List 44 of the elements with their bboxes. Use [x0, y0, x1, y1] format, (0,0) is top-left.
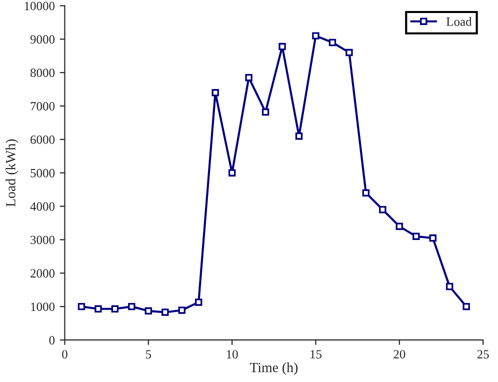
x-tick-label: 15	[310, 350, 322, 358]
x-tick-label: 25	[477, 350, 489, 358]
point	[346, 48, 353, 56]
point	[78, 302, 86, 310]
point	[228, 169, 236, 176]
point	[111, 305, 119, 313]
point	[212, 89, 219, 96]
point	[144, 307, 152, 315]
point	[94, 305, 102, 313]
y-tick-label: 4000	[30, 202, 55, 211]
point	[446, 282, 454, 290]
y-tick-label: 6000	[30, 135, 55, 144]
point	[128, 302, 136, 310]
point	[278, 42, 286, 50]
y-tick-label: 10000	[24, 2, 55, 10]
y-axis-title: Load (kWh)	[6, 139, 18, 207]
y-tick-label: 8000	[30, 68, 55, 78]
x-axis-title: Time (h)	[250, 362, 298, 376]
point	[194, 298, 202, 306]
x-tick-label: 5	[146, 350, 152, 358]
point	[295, 132, 303, 140]
x-tick-label: 20	[394, 350, 406, 358]
point	[362, 189, 370, 197]
point	[379, 206, 386, 214]
y-tick-label: 3000	[30, 236, 55, 244]
point	[178, 306, 186, 314]
y-tick-label: 7000	[30, 102, 55, 110]
point	[429, 234, 436, 242]
y-tick-label: 1000	[31, 302, 55, 312]
point	[312, 32, 320, 40]
point	[162, 308, 169, 316]
point	[262, 108, 270, 116]
y-tick-label: 9000	[30, 35, 55, 44]
x-tick-label: 0	[62, 350, 68, 358]
point	[396, 222, 404, 230]
y-tick-label: 5000	[30, 168, 55, 178]
point	[245, 74, 252, 82]
y-tick-label: 2000	[30, 269, 55, 278]
point	[412, 232, 420, 240]
x-tick-label: 10	[226, 350, 238, 358]
point	[328, 38, 336, 46]
y-tick-label: 0	[49, 336, 55, 344]
point	[462, 302, 470, 310]
legend-label: Load	[446, 17, 472, 26]
